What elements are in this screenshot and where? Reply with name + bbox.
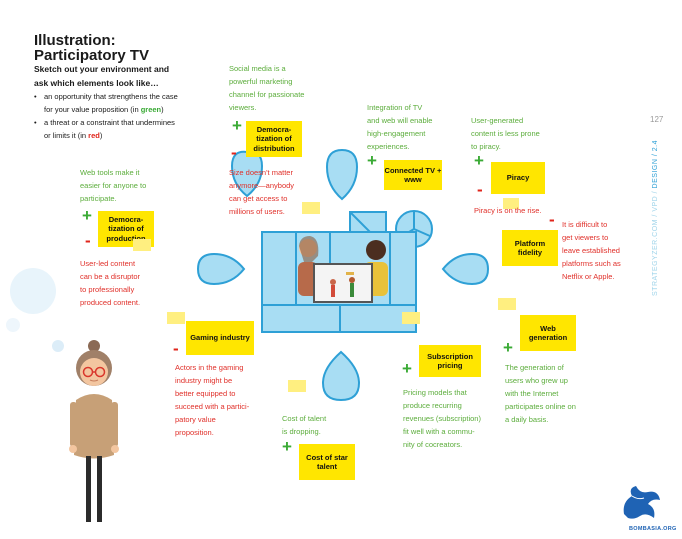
plus-sign: + (503, 338, 513, 357)
sticky-platform-fidelity: Platform fidelity (502, 230, 558, 266)
minus-sign: - (85, 231, 91, 250)
note-difficult: It is difficult to get viewers to leave es… (562, 220, 621, 281)
person-illustration (69, 340, 119, 522)
sticky-cost-star-talent: Cost of star talent (299, 444, 355, 480)
bullet-threat: a threat or a constraint that undermines… (34, 116, 234, 142)
plus-sign: + (232, 116, 242, 135)
drop-top-left (230, 150, 264, 198)
note-user-led: User-led content can be a disruptor to pro… (80, 259, 141, 307)
sticky-web-generation: Web generation (520, 315, 576, 351)
sticky-blank (498, 298, 516, 310)
decor-circle-small (52, 340, 64, 352)
sticky-piracy: Piracy (491, 162, 545, 194)
note-user-generated: User-generated content is less prone to pi… (471, 116, 540, 151)
plus-sign: + (367, 151, 377, 170)
plus-sign: + (82, 206, 92, 225)
note-pricing-models: Pricing models that produce recurring reve… (403, 388, 481, 449)
sticky-gaming-industry: Gaming industry (186, 321, 254, 355)
sticky-subscription-pricing: Subscription pricing (419, 345, 481, 377)
page-number: 127 (650, 115, 664, 124)
sticky-blank (167, 312, 185, 324)
plus-sign: + (474, 151, 484, 170)
minus-sign: - (549, 210, 555, 229)
drop-right (441, 252, 490, 286)
griffin-logo-icon (623, 486, 660, 519)
note-web-tools: Web tools make it easier for anyone to par… (80, 168, 147, 203)
minus-sign: - (231, 143, 237, 162)
bullet-list: an opportunity that strengthens the case… (34, 90, 234, 142)
note-actors: Actors in the gaming industry might be bet… (175, 363, 250, 437)
plus-sign: + (402, 359, 412, 378)
note-social-media: Social media is a powerful marketing chann… (229, 64, 305, 112)
plus-sign: + (282, 437, 292, 456)
note-generation: The generation of users who grew up with t… (505, 363, 576, 424)
note-piracy-rise: Piracy is on the rise. (474, 206, 542, 215)
tv-screen (313, 263, 373, 303)
note-integration-tv: Integration of TV and web will enable high… (367, 103, 433, 151)
drop-bottom (321, 350, 361, 402)
decor-circle-large (10, 268, 56, 314)
intro-text: Sketch out your environment and ask whic… (34, 64, 170, 88)
logo-text: BOMBASIA.ORG (629, 526, 677, 532)
sticky-blank (402, 312, 420, 324)
note-size-matter: Size doesn't matter anymore—anybody can ge… (229, 168, 295, 216)
sticky-blank (302, 202, 320, 214)
note-cost-talent: Cost of talent is dropping. (282, 414, 327, 436)
sticky-blank (133, 239, 151, 251)
sticky-connected-tv: Connected TV + www (384, 160, 442, 190)
sticky-blank (288, 380, 306, 392)
decor-circle-mid (6, 318, 20, 332)
minus-sign: - (173, 339, 179, 358)
drop-top-middle (325, 148, 359, 201)
drop-left (196, 252, 246, 286)
sticky-blank (503, 198, 519, 209)
minus-sign: - (477, 180, 483, 199)
page-title: Illustration: Participatory TV (34, 32, 150, 64)
bullet-opportunity: an opportunity that strengthens the case… (34, 90, 234, 116)
sticky-democratization-distribution: Democra- tization of distribution (246, 121, 302, 157)
